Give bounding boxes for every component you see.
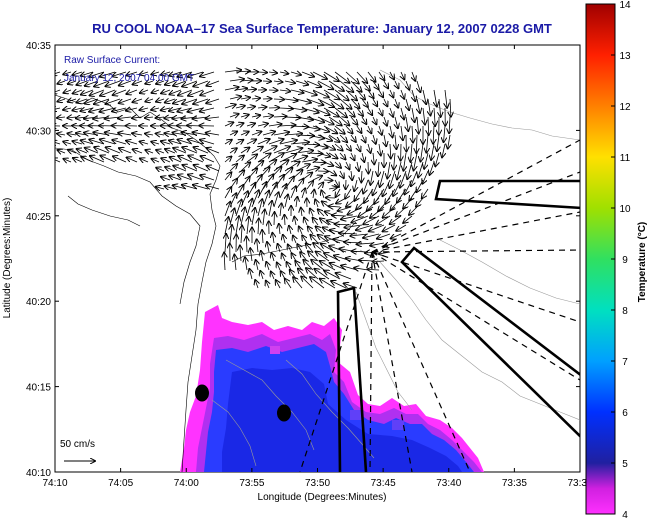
station-dot xyxy=(277,405,291,422)
colorbar-tick-label: 4 xyxy=(622,510,628,519)
sst-pixel-patch xyxy=(270,346,280,354)
x-axis-label: Longitude (Degrees:Minutes) xyxy=(258,492,387,503)
x-tick-label: 73:45 xyxy=(371,478,396,489)
y-tick-label: 40:30 xyxy=(26,126,51,137)
y-tick-label: 40:25 xyxy=(26,212,51,223)
colorbar-tick-label: 7 xyxy=(622,357,628,368)
sst-pixel-patch xyxy=(392,420,404,430)
x-tick-label: 73:35 xyxy=(502,478,527,489)
colorbar-tick-label: 6 xyxy=(622,408,628,419)
colorbar-tick-label: 8 xyxy=(622,306,628,317)
x-tick-label: 74:05 xyxy=(108,478,133,489)
station-dot xyxy=(195,385,209,402)
colorbar-tick-label: 12 xyxy=(619,102,631,113)
scale-label: 50 cm/s xyxy=(60,439,95,450)
current-vector xyxy=(274,212,275,225)
x-tick-label: 74:10 xyxy=(42,478,67,489)
sst-pixel-patch xyxy=(300,354,314,364)
x-tick-label: 73:55 xyxy=(239,478,264,489)
colorbar-gradient xyxy=(586,4,615,514)
current-legend-date: January 12, 2007 04:00 GMT xyxy=(64,73,194,84)
colorbar-tick-label: 11 xyxy=(620,153,631,164)
y-axis-label: Latitude (Degrees:Minutes) xyxy=(2,198,13,319)
current-vector xyxy=(274,99,284,100)
colorbar-tick-label: 5 xyxy=(622,459,628,470)
temperature-colorbar: 4 5 6 7 8 9 10 11 12 13 14 Temperature (°C) xyxy=(586,0,648,519)
colorbar-tick-label: 9 xyxy=(622,255,628,266)
sst-pixel-patch xyxy=(350,410,362,420)
x-tick-label: 73:50 xyxy=(305,478,330,489)
colorbar-label: Temperature (°C) xyxy=(637,222,648,303)
current-vector xyxy=(258,72,267,73)
x-tick-label: 74:00 xyxy=(174,478,199,489)
map-plot-area: Raw Surface Current: January 12, 2007 04… xyxy=(52,45,583,472)
current-legend-title: Raw Surface Current: xyxy=(64,55,160,66)
current-vector xyxy=(324,180,332,181)
figure-title: RU COOL NOAA–17 Sea Surface Temperature:… xyxy=(92,21,552,36)
y-tick-label: 40:20 xyxy=(26,297,51,308)
colorbar-tick-label: 14 xyxy=(619,0,631,11)
x-tick-label: 73:40 xyxy=(436,478,461,489)
y-tick-label: 40:35 xyxy=(26,41,51,52)
colorbar-tick-label: 10 xyxy=(619,204,631,215)
colorbar-tick-label: 13 xyxy=(619,51,631,62)
y-tick-label: 40:15 xyxy=(26,383,51,394)
